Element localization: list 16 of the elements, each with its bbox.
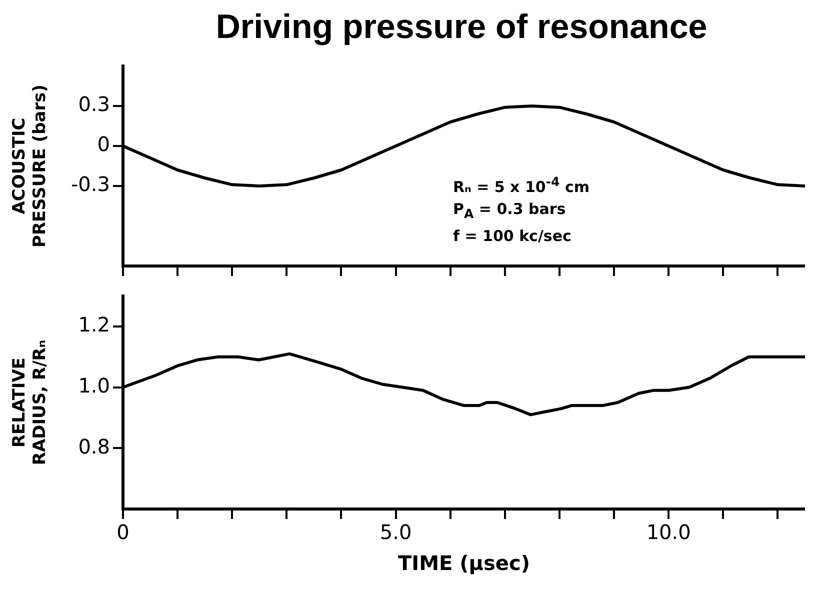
y-tick-label: 0.3 (78, 92, 110, 116)
x-tick-label: 5.0 (380, 520, 412, 544)
y-axis-title: ACOUSTIC PRESSURE (bars) (10, 84, 50, 248)
y-tick-label: 1.2 (78, 312, 110, 337)
y-tick-label: 0.8 (78, 434, 110, 458)
annotation: f = 100 kc/sec (453, 226, 572, 247)
y-axis-title: RELATIVE RADIUS, R/Rₙ (10, 340, 50, 466)
x-tick-label: 10.0 (646, 520, 691, 544)
x-tick-label: 0 (116, 520, 130, 544)
x-axis-title: TIME (μsec) (398, 551, 530, 576)
y-tick-label: -0.3 (70, 172, 110, 196)
annotation: Rₙ = 5 x 10$^{-4}$ cm (453, 173, 590, 198)
y-tick-label: 1.0 (78, 373, 110, 398)
annotation: P$_{A}$ = 0.3 bars (453, 199, 567, 223)
y-tick-label: 0 (97, 132, 110, 156)
chart-title: Driving pressure of resonance (214, 8, 708, 47)
